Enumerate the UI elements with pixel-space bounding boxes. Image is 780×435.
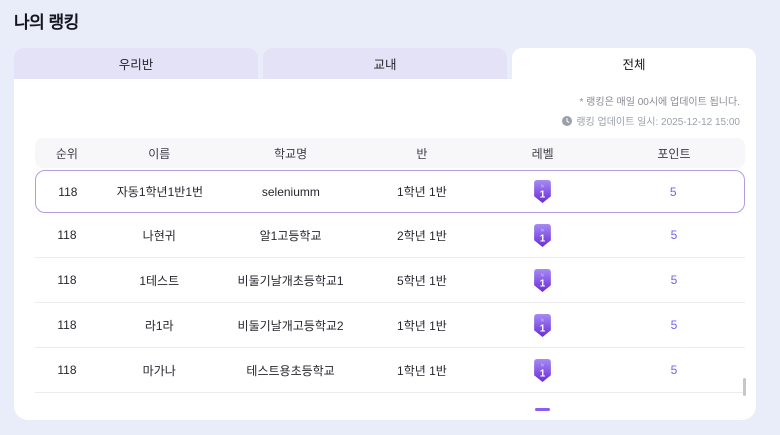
cell-points: 5: [670, 363, 678, 377]
cell-class: 1학년 1반: [396, 185, 447, 199]
page-title: 나의 랭킹: [14, 13, 79, 32]
cell-level: lv 1: [482, 223, 603, 247]
ranking-tabs: 우리반 교내 전체: [14, 48, 756, 79]
cell-class: 5학년 1반: [397, 273, 447, 288]
level-badge-icon: lv 1: [534, 313, 551, 337]
cell-name: 나현귀: [142, 228, 176, 243]
tab-all[interactable]: 전체: [512, 48, 756, 79]
scrollbar-thumb[interactable]: [743, 378, 746, 396]
cell-level: lv 1: [482, 180, 602, 203]
level-badge-icon: lv 1: [534, 268, 551, 292]
svg-text:lv: lv: [541, 317, 545, 322]
table-row: 118 자동1학년1반1번 seleniumm 1학년 1반 lv 1 5: [35, 170, 745, 213]
table-row: 118 나현귀 알1고등학교 2학년 1반 lv 1 5: [35, 213, 745, 258]
cell-points: 5: [669, 184, 677, 199]
cell-rank: 118: [57, 363, 77, 377]
table-row: 118 마가나 테스트용초등학교 1학년 1반 lv 1 5: [35, 348, 745, 393]
cell-rank: 118: [57, 273, 77, 287]
table-header-row: 순위 이름 학교명 반 레벨 포인트: [35, 138, 745, 168]
svg-text:lv: lv: [541, 183, 545, 188]
cell-level: lv 1: [482, 268, 603, 292]
header-school: 학교명: [274, 146, 308, 161]
cell-school: 비둘기날개고등학교2: [237, 318, 344, 333]
cell-class: 2학년 1반: [397, 228, 447, 243]
cell-class: 1학년 1반: [397, 363, 447, 378]
partial-next-row: [35, 393, 745, 419]
tab-in-school[interactable]: 교내: [263, 48, 507, 79]
cell-name: 라1라: [144, 318, 174, 333]
svg-text:lv: lv: [541, 362, 545, 367]
header-level: 레벨: [531, 146, 554, 161]
clock-icon: [562, 115, 573, 126]
cell-school: 테스트용초등학교: [246, 363, 335, 378]
svg-text:lv: lv: [541, 272, 545, 277]
update-note-text: * 랭킹은 매일 00시에 업데이트 됩니다.: [579, 97, 741, 108]
svg-text:1: 1: [540, 368, 546, 379]
level-badge-icon: lv 1: [534, 358, 551, 382]
svg-text:1: 1: [540, 278, 546, 289]
svg-text:1: 1: [540, 323, 546, 334]
svg-text:lv: lv: [541, 227, 545, 232]
header-points: 포인트: [657, 146, 691, 161]
cell-rank: 118: [57, 228, 77, 242]
update-timestamp-row: 랭킹 업데이트 일시: 2025-12-12 15:00: [562, 113, 740, 128]
header-rank: 순위: [55, 146, 78, 161]
cell-school: 비둘기날개초등학교1: [237, 273, 344, 288]
level-badge-sliver: [535, 408, 551, 411]
cell-points: 5: [670, 318, 678, 332]
cell-name: 마가나: [142, 363, 176, 378]
cell-rank: 118: [58, 184, 78, 199]
level-badge-icon: lv 1: [534, 223, 551, 247]
cell-name: 1테스트: [139, 273, 180, 288]
update-timestamp: 랭킹 업데이트 일시: 2025-12-12 15:00: [576, 117, 740, 128]
table-row: 118 1테스트 비둘기날개초등학교1 5학년 1반 lv 1 5: [35, 258, 745, 303]
level-badge-icon: lv 1: [533, 180, 551, 203]
cell-points: 5: [670, 273, 678, 287]
cell-name: 자동1학년1반1번: [116, 185, 204, 199]
cell-level: lv 1: [482, 313, 603, 337]
svg-text:1: 1: [539, 189, 545, 200]
header-name: 이름: [148, 146, 171, 161]
ranking-panel: * 랭킹은 매일 00시에 업데이트 됩니다. 랭킹 업데이트 일시: 2025…: [14, 79, 756, 420]
cell-class: 1학년 1반: [397, 318, 447, 333]
header-class: 반: [416, 146, 428, 161]
cell-rank: 118: [57, 318, 77, 332]
svg-text:1: 1: [540, 233, 546, 244]
update-notes: * 랭킹은 매일 00시에 업데이트 됩니다. 랭킹 업데이트 일시: 2025…: [562, 93, 740, 128]
cell-points: 5: [670, 228, 678, 242]
ranking-table: 순위 이름 학교명 반 레벨 포인트 118 자동1학년1반1번 seleniu…: [35, 138, 745, 419]
table-row: 118 라1라 비둘기날개고등학교2 1학년 1반 lv 1 5: [35, 303, 745, 348]
cell-school: seleniumm: [261, 184, 320, 199]
cell-level: lv 1: [482, 358, 603, 382]
table-body: 118 자동1학년1반1번 seleniumm 1학년 1반 lv 1 5 11…: [35, 170, 745, 393]
tab-our-class[interactable]: 우리반: [14, 48, 258, 79]
cell-school: 알1고등학교: [259, 228, 322, 243]
